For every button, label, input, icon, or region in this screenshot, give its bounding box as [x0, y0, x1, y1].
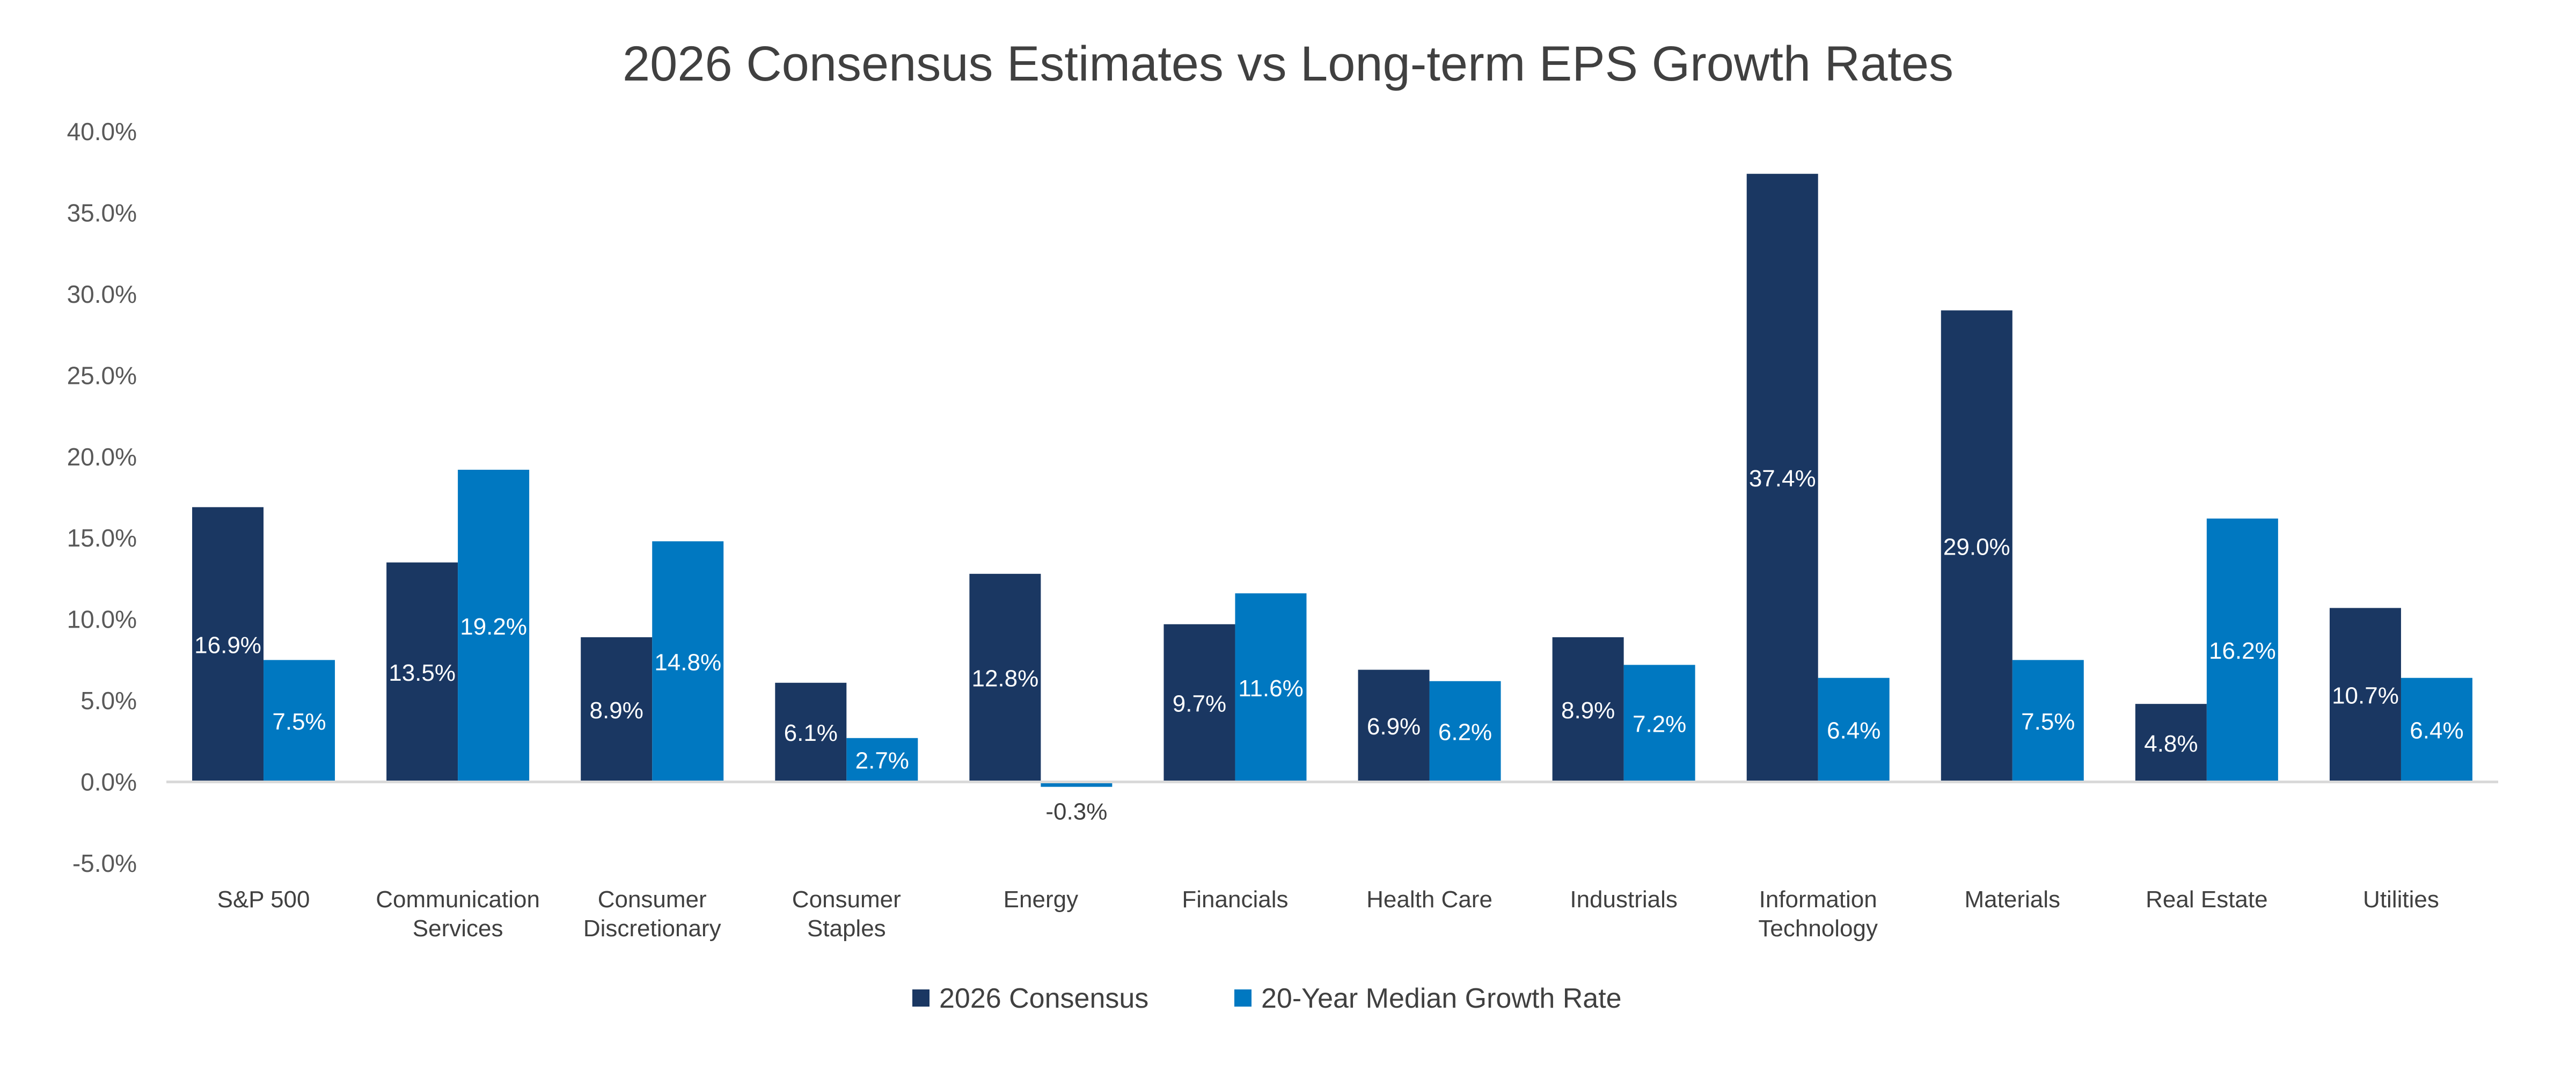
x-tick-label: Industrials: [1570, 886, 1678, 913]
x-tick-label: Staples: [807, 915, 886, 942]
data-label: 8.9%: [1561, 697, 1615, 724]
legend: 2026 Consensus 20-Year Median Growth Rate: [912, 983, 1622, 1014]
y-tick-label: 15.0%: [67, 524, 137, 552]
bar-consensus: [775, 682, 847, 782]
legend-label: 20-Year Median Growth Rate: [1261, 983, 1622, 1014]
data-label: 12.8%: [971, 666, 1038, 692]
data-label: 9.7%: [1173, 691, 1226, 717]
x-tick-label: Information: [1759, 886, 1877, 913]
y-axis: -5.0% 0.0% 5.0% 10.0% 15.0% 20.0% 25.0% 30.0% 35…: [67, 118, 137, 877]
data-label: 8.9%: [590, 697, 643, 724]
bar-consensus: [2135, 704, 2207, 782]
bar-median: [2206, 518, 2278, 782]
bar-consensus: [386, 562, 458, 782]
data-label: 2.7%: [855, 748, 909, 774]
data-label: 7.2%: [1633, 711, 1686, 738]
x-tick-label: Consumer: [598, 886, 707, 913]
y-tick-label: 25.0%: [67, 361, 137, 389]
x-tick-label: Materials: [1965, 886, 2061, 913]
bar-consensus: [1941, 310, 2012, 782]
x-tick-label: S&P 500: [217, 886, 310, 913]
data-label: 37.4%: [1749, 465, 1816, 492]
bar-median: [264, 660, 335, 782]
bar-median: [652, 541, 724, 782]
bar-consensus: [1746, 173, 1818, 782]
x-tick-label: Services: [413, 915, 503, 942]
bar-median: [458, 470, 530, 782]
bar-median: [2401, 678, 2472, 782]
bar-consensus: [2329, 608, 2401, 782]
bar-consensus: [1552, 637, 1624, 782]
legend-label: 2026 Consensus: [939, 983, 1148, 1014]
bar-median: [1041, 782, 1113, 787]
bar-median: [1818, 678, 1890, 782]
bar-consensus: [1358, 669, 1430, 782]
data-label: 16.9%: [194, 632, 261, 659]
data-label: -0.3%: [1045, 799, 1107, 825]
data-label: 7.5%: [2021, 709, 2075, 735]
y-tick-label: 5.0%: [80, 687, 137, 715]
bar-median: [1623, 665, 1695, 782]
x-tick-label: Utilities: [2363, 886, 2439, 913]
data-label: 7.5%: [272, 709, 326, 735]
data-label: 13.5%: [389, 660, 456, 686]
data-label: 14.8%: [654, 649, 721, 675]
y-tick-label: 30.0%: [67, 280, 137, 308]
bar-consensus: [969, 573, 1041, 782]
y-tick-label: -5.0%: [72, 849, 137, 877]
data-label: 6.4%: [1827, 718, 1880, 744]
bar-consensus: [581, 637, 653, 782]
bar-median: [2012, 660, 2084, 782]
bar-median: [846, 738, 918, 782]
data-label: 4.8%: [2144, 731, 2198, 757]
y-tick-label: 0.0%: [80, 768, 137, 796]
y-tick-label: 35.0%: [67, 199, 137, 227]
data-label: 6.1%: [784, 720, 838, 746]
data-label: 6.4%: [2410, 718, 2463, 744]
legend-swatch: [912, 989, 930, 1007]
bar-consensus: [1163, 624, 1235, 782]
legend-swatch: [1234, 989, 1252, 1007]
x-tick-label: Health Care: [1366, 886, 1492, 913]
x-tick-label: Real Estate: [2146, 886, 2267, 913]
y-tick-label: 10.0%: [67, 606, 137, 633]
data-label: 29.0%: [1943, 534, 2010, 560]
bars: [192, 173, 2472, 787]
x-tick-label: Energy: [1004, 886, 1078, 913]
x-axis: S&P 500 CommunicationServicesConsumerDisc…: [217, 886, 2439, 942]
data-label: 10.7%: [2332, 683, 2399, 709]
x-tick-label: Consumer: [792, 886, 901, 913]
bar-consensus: [192, 507, 264, 782]
x-tick-label: Discretionary: [583, 915, 721, 942]
x-tick-label: Communication: [376, 886, 540, 913]
data-label: 6.2%: [1438, 719, 1492, 746]
bar-median: [1235, 593, 1307, 782]
chart-title: 2026 Consensus Estimates vs Long-term EP…: [623, 37, 1953, 91]
data-label: 11.6%: [1238, 675, 1304, 702]
data-labels: 16.9% 7.5% 13.5%19.2% 8.9% 14.8% 6.1% 2.7% 12.8…: [194, 465, 2463, 825]
y-tick-label: 40.0%: [67, 118, 137, 145]
data-label: 6.9%: [1367, 713, 1421, 740]
x-tick-label: Financials: [1182, 886, 1288, 913]
data-label: 19.2%: [460, 614, 527, 640]
bar-median: [1429, 681, 1501, 782]
y-tick-label: 20.0%: [67, 443, 137, 471]
data-label: 16.2%: [2209, 638, 2276, 664]
x-tick-label: Technology: [1758, 915, 1878, 942]
